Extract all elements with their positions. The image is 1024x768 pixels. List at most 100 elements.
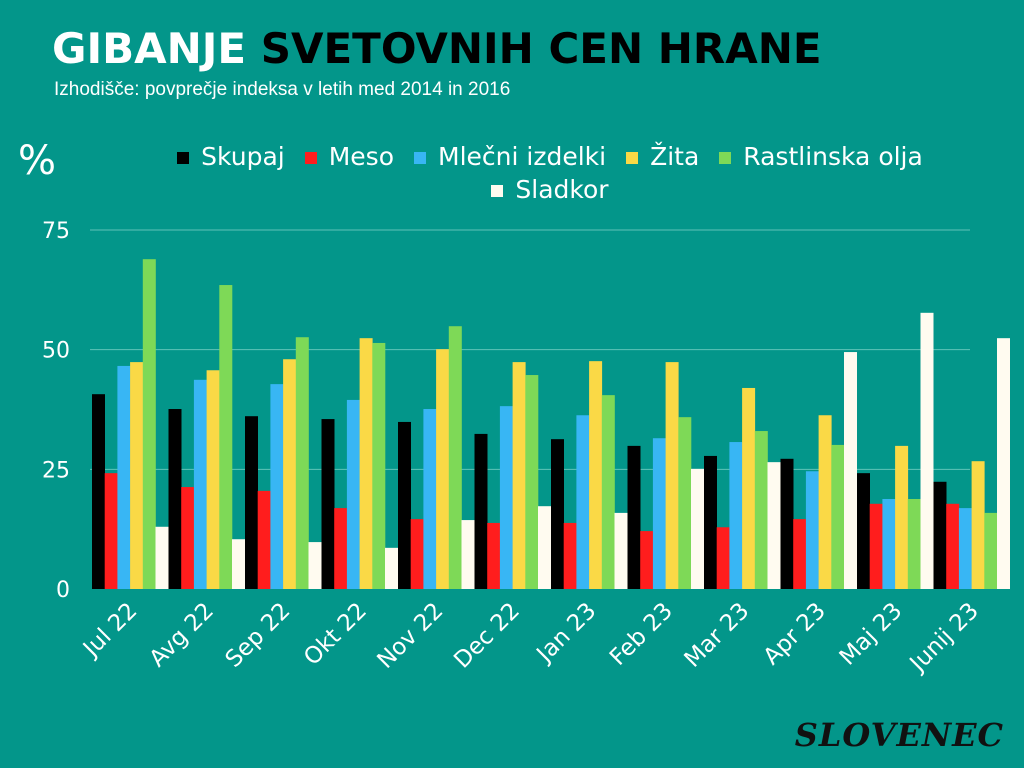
bar-mlečni-izdelki — [805, 471, 819, 589]
bar-meso — [716, 527, 730, 589]
title-part-1: GIBANJE — [52, 24, 247, 73]
bar-žita — [512, 362, 526, 589]
bar-žita — [895, 445, 909, 589]
legend-item: Meso — [304, 140, 394, 173]
x-tick-label: Jul 22 — [77, 598, 142, 663]
legend-swatch — [719, 152, 732, 164]
bar-mlečni-izdelki — [499, 406, 513, 589]
x-tick-label: Sep 22 — [221, 598, 296, 673]
bar-meso — [410, 519, 424, 589]
bar-rastlinska-olja — [754, 431, 768, 589]
bar-meso — [869, 503, 883, 589]
bar-skupaj — [551, 439, 564, 589]
x-tick-label: Feb 23 — [605, 598, 678, 671]
y-axis-label: % — [18, 138, 57, 184]
bar-žita — [359, 338, 373, 589]
bar-sladkor — [691, 468, 704, 589]
bar-žita — [436, 349, 450, 589]
bar-sladkor — [538, 506, 551, 589]
bar-žita — [206, 370, 220, 589]
x-tick-label: Apr 23 — [759, 598, 831, 670]
title-part-2: SVETOVNIH CEN HRANE — [260, 24, 822, 73]
y-tick-label: 75 — [42, 219, 70, 244]
legend-item: Mlečni izdelki — [414, 140, 606, 173]
bar-meso — [257, 490, 271, 589]
bar-mlečni-izdelki — [958, 508, 972, 589]
bar-rastlinska-olja — [295, 337, 309, 589]
bar-meso — [793, 519, 807, 589]
legend-swatch — [626, 152, 639, 164]
bar-skupaj — [398, 421, 411, 589]
chart-subtitle: Izhodišče: povprečje indeksa v letih med… — [54, 79, 511, 100]
x-tick-label: Okt 22 — [299, 598, 372, 671]
bar-mlečni-izdelki — [882, 499, 896, 589]
bar-skupaj — [168, 409, 182, 589]
bar-meso — [181, 487, 195, 589]
bar-skupaj — [857, 473, 870, 589]
bar-meso — [640, 531, 654, 589]
y-tick-label: 25 — [42, 458, 70, 483]
legend-label: Mlečni izdelki — [438, 142, 607, 171]
bar-rastlinska-olja — [142, 259, 156, 589]
bar-žita — [665, 362, 679, 589]
legend-swatch — [177, 152, 190, 164]
legend-swatch — [491, 185, 504, 197]
legend-label: Skupaj — [201, 142, 285, 171]
legend-item: Sladkor — [491, 173, 609, 206]
logo: SLOVENEC — [794, 716, 1004, 754]
bar-rastlinska-olja — [678, 417, 692, 589]
x-tick-label: Junij 23 — [904, 598, 984, 678]
bar-meso — [563, 522, 577, 589]
bar-sladkor — [920, 312, 934, 589]
bar-skupaj — [474, 433, 488, 589]
bar-rastlinska-olja — [372, 342, 386, 589]
x-tick-label: Nov 22 — [373, 598, 449, 674]
bar-meso — [104, 473, 118, 589]
bar-sladkor — [767, 462, 781, 589]
legend-swatch — [414, 152, 426, 164]
bar-mlečni-izdelki — [729, 442, 743, 589]
bar-skupaj — [627, 445, 641, 589]
bar-rastlinska-olja — [448, 326, 462, 589]
bar-rastlinska-olja — [219, 285, 233, 589]
bar-meso — [334, 508, 348, 589]
x-tick-label: Mar 23 — [680, 598, 755, 673]
legend-item: Rastlinska olja — [719, 140, 923, 173]
legend-label: Sladkor — [515, 175, 609, 204]
bar-mlečni-izdelki — [346, 399, 360, 589]
legend-label: Žita — [650, 142, 700, 171]
bar-sladkor — [385, 547, 398, 589]
legend-label: Rastlinska olja — [743, 142, 923, 171]
bar-skupaj — [245, 416, 258, 589]
legend-label: Meso — [328, 142, 394, 171]
bar-mlečni-izdelki — [652, 438, 666, 589]
legend-swatch — [304, 152, 317, 164]
bar-rastlinska-olja — [601, 395, 615, 589]
bar-mlečni-izdelki — [423, 409, 437, 589]
legend: Skupaj Meso Mlečni izdelki Žita Rastlinska o… — [110, 140, 990, 206]
bar-sladkor — [844, 352, 857, 589]
bar-žita — [130, 362, 144, 589]
bar-žita — [742, 387, 756, 589]
bar-mlečni-izdelki — [117, 365, 131, 589]
bar-žita — [283, 359, 297, 589]
bar-skupaj — [92, 394, 105, 589]
bar-žita — [971, 461, 985, 589]
y-tick-label: 50 — [42, 339, 70, 364]
bar-skupaj — [704, 455, 717, 589]
x-tick-label: Jan 23 — [531, 598, 602, 669]
legend-item: Žita — [626, 140, 699, 173]
bar-skupaj — [321, 419, 335, 589]
x-tick-label: Maj 23 — [835, 598, 908, 671]
bar-skupaj — [780, 458, 794, 589]
bar-žita — [818, 415, 832, 589]
legend-item: Skupaj — [177, 140, 285, 173]
x-tick-label: Dec 22 — [449, 598, 525, 674]
x-tick-label: Avg 22 — [145, 598, 219, 672]
bar-rastlinska-olja — [907, 499, 921, 589]
bar-mlečni-izdelki — [270, 384, 284, 589]
bar-meso — [946, 503, 960, 589]
bar-žita — [589, 361, 603, 589]
bar-skupaj — [933, 481, 947, 589]
